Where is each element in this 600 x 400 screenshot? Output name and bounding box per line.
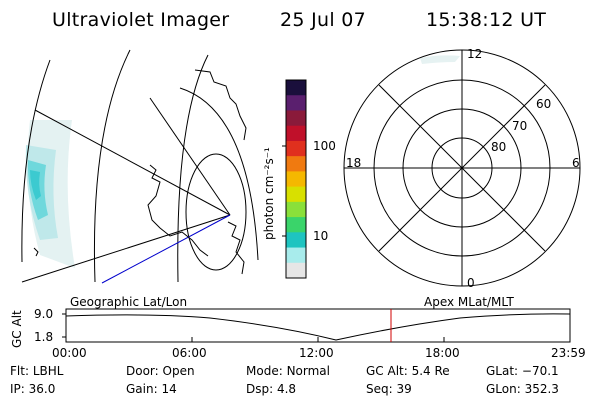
colorbar-swatch	[286, 156, 306, 172]
colorbar-swatch	[286, 217, 306, 233]
info-value: 352.3	[524, 382, 559, 396]
colorbar-frame	[285, 79, 307, 279]
time-tick-0600: 06:00	[172, 346, 207, 360]
info-value: Normal	[286, 364, 330, 378]
info-value: Open	[162, 364, 195, 378]
info-field: GLat: −70.1	[486, 364, 559, 378]
info-value: 5.4 Re	[411, 364, 450, 378]
mlt-label-6: 6	[572, 156, 580, 170]
colorbar-swatch	[286, 171, 306, 188]
altitude-strip	[62, 308, 571, 343]
colorbar-swatch	[286, 80, 306, 96]
uv-emission-left	[25, 120, 76, 268]
info-value: LBHL	[32, 364, 64, 378]
info-field: Flt: LBHL	[10, 364, 63, 378]
info-value: 39	[396, 382, 412, 396]
app-title: Ultraviolet Imager	[52, 9, 230, 31]
colorbar-label-10: 10	[313, 229, 329, 243]
info-field: IP: 36.0	[10, 382, 55, 396]
info-value: −70.1	[521, 364, 559, 378]
info-key: Dsp:	[246, 382, 277, 396]
polar-plot	[343, 49, 581, 287]
apex-label: Apex MLat/MLT	[424, 295, 514, 309]
colorbar-swatch	[286, 232, 306, 249]
info-key: Door:	[126, 364, 163, 378]
colorbar-label-100: 100	[313, 139, 336, 153]
mlt-label-18: 18	[346, 156, 362, 170]
time-tick-1800: 18:00	[425, 346, 460, 360]
colorbar-swatch	[286, 247, 306, 264]
info-key: Mode:	[246, 364, 287, 378]
time-tick-1200: 12:00	[299, 346, 334, 360]
geographic-map	[21, 49, 259, 284]
info-key: Gain:	[126, 382, 162, 396]
alt-tick-1-8: 1.8	[34, 330, 54, 344]
mlt-label-12: 12	[467, 47, 483, 61]
colorbar	[286, 80, 306, 279]
colorbar-swatch	[286, 95, 306, 111]
geographic-label: Geographic Lat/Lon	[70, 295, 188, 309]
info-value: 4.8	[276, 382, 297, 396]
info-key: GLon:	[486, 382, 525, 396]
info-key: IP:	[10, 382, 29, 396]
time-tick-2359: 23:59	[551, 346, 586, 360]
info-value: 36.0	[28, 382, 56, 396]
lat-label-80: 80	[491, 140, 507, 154]
info-field: Dsp: 4.8	[246, 382, 296, 396]
info-key: Flt:	[10, 364, 33, 378]
altitude-curve	[65, 313, 571, 341]
info-field: Door: Open	[126, 364, 195, 378]
altitude-ylabel: GC Alt	[10, 310, 24, 348]
colorbar-unit: photon cm⁻²s⁻¹	[262, 147, 276, 240]
date-readout: 25 Jul 07	[280, 9, 367, 31]
info-value: 14	[161, 382, 177, 396]
alt-tick-9: 9.0	[34, 307, 54, 321]
lat-label-70: 70	[512, 119, 528, 133]
mlt-label-0: 0	[467, 276, 475, 290]
uv-emission-polar	[420, 55, 460, 64]
info-key: Seq:	[366, 382, 397, 396]
info-field: GC Alt: 5.4 Re	[366, 364, 450, 378]
time-readout: 15:38:12 UT	[426, 9, 547, 31]
time-tick-0000: 00:00	[52, 346, 87, 360]
colorbar-swatch	[286, 262, 306, 279]
lat-label-60: 60	[536, 97, 552, 111]
info-key: GLat:	[486, 364, 522, 378]
info-key: GC Alt:	[366, 364, 412, 378]
colorbar-swatch	[286, 201, 306, 218]
info-field: Gain: 14	[126, 382, 177, 396]
info-field: Seq: 39	[366, 382, 412, 396]
colorbar-swatch	[286, 110, 306, 127]
info-field: GLon: 352.3	[486, 382, 559, 396]
colorbar-swatch	[286, 186, 306, 203]
colorbar-swatch	[286, 125, 306, 142]
info-field: Mode: Normal	[246, 364, 330, 378]
colorbar-swatch	[286, 140, 306, 157]
